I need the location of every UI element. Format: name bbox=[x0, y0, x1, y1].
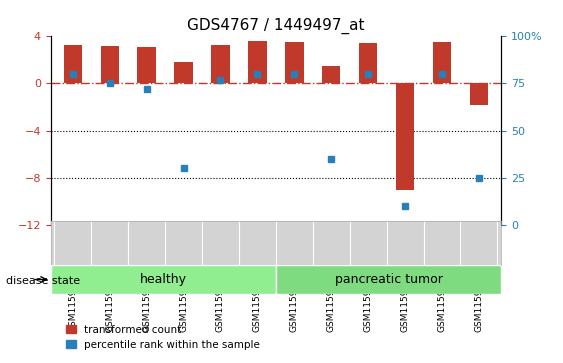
Bar bbox=[101, 46, 119, 83]
Bar bbox=[211, 45, 230, 83]
Bar bbox=[285, 42, 303, 83]
Bar bbox=[248, 41, 267, 83]
Bar bbox=[322, 66, 341, 83]
Text: disease state: disease state bbox=[6, 276, 80, 286]
Bar bbox=[64, 45, 82, 83]
Bar bbox=[137, 47, 156, 83]
Legend: transformed count, percentile rank within the sample: transformed count, percentile rank withi… bbox=[61, 321, 265, 354]
Bar bbox=[433, 42, 451, 83]
Title: GDS4767 / 1449497_at: GDS4767 / 1449497_at bbox=[187, 17, 365, 33]
Text: healthy: healthy bbox=[140, 273, 187, 286]
FancyBboxPatch shape bbox=[51, 265, 276, 294]
Text: pancreatic tumor: pancreatic tumor bbox=[334, 273, 443, 286]
FancyBboxPatch shape bbox=[276, 265, 501, 294]
Bar bbox=[396, 83, 414, 189]
Bar bbox=[470, 83, 488, 105]
Bar bbox=[359, 44, 377, 83]
Bar bbox=[175, 62, 193, 83]
